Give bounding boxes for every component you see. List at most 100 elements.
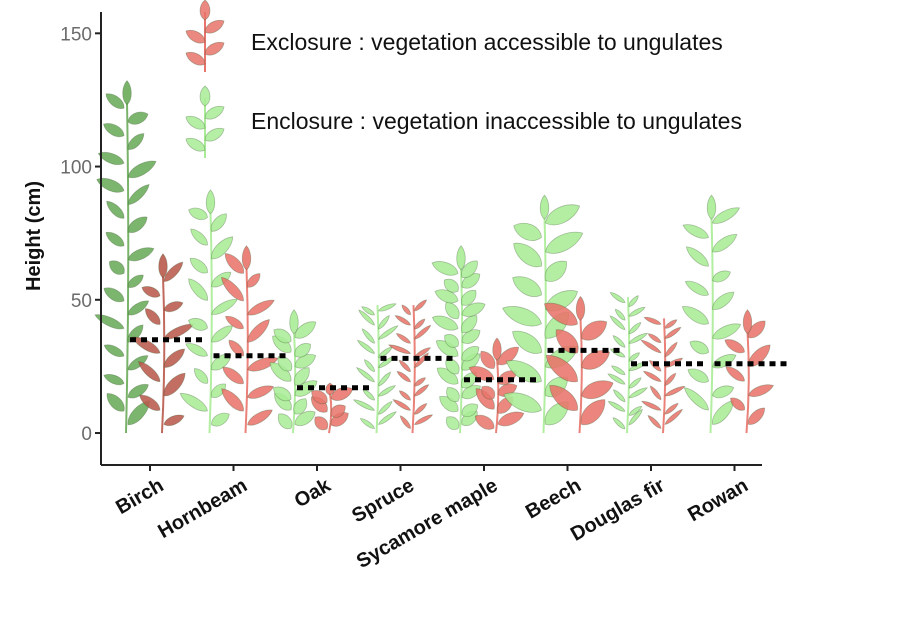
leaf-shape — [513, 242, 542, 268]
y-tick-label: 50 — [71, 291, 92, 312]
leaf-shape — [141, 286, 161, 298]
leaf-shape — [204, 19, 225, 34]
leaf-shape — [414, 384, 430, 397]
enclosure-plant — [179, 189, 238, 434]
leaf-shape — [225, 315, 244, 330]
leaf-shape — [163, 348, 186, 368]
leaf-shape — [189, 257, 208, 274]
leaf-shape — [246, 273, 261, 288]
leaf-shape — [185, 115, 206, 130]
leaf-shape — [247, 385, 275, 399]
leaf-shape — [289, 309, 299, 335]
leaf-shape — [127, 111, 149, 125]
leaf-shape — [272, 335, 292, 353]
leaf-shape — [748, 384, 774, 397]
leaf-shape — [127, 383, 149, 399]
leaf-shape — [460, 315, 478, 333]
leaf-shape — [685, 246, 709, 267]
leaf-shape — [544, 260, 567, 282]
x-tick-label: Birch — [112, 474, 167, 519]
leaf-shape — [137, 360, 161, 382]
enclosure-plant — [94, 80, 157, 434]
leaf-shape — [581, 380, 614, 400]
plant-stem — [542, 217, 547, 434]
legend: Exclosure : vegetation accessible to ung… — [185, 0, 742, 158]
leaf-shape — [612, 335, 626, 348]
leaf-shape — [211, 271, 232, 288]
leaf-shape — [431, 261, 459, 276]
leaf-shape — [241, 245, 252, 271]
leaf-shape — [640, 339, 662, 354]
leaf-shape — [456, 245, 466, 271]
leaf-shape — [190, 228, 208, 246]
leaf-shape — [503, 392, 542, 413]
leaf-shape — [127, 355, 149, 371]
leaf-shape — [163, 301, 184, 313]
leaf-shape — [581, 320, 608, 341]
leaf-shape — [269, 362, 292, 382]
leaf-shape — [748, 344, 771, 367]
leaf-shape — [643, 316, 662, 325]
leaf-shape — [185, 51, 206, 66]
leaf-shape — [222, 366, 244, 385]
leaf-shape — [497, 411, 525, 427]
plant-stem — [208, 211, 213, 434]
leaf-shape — [293, 367, 310, 386]
leaf-shape — [179, 393, 208, 412]
leaf-shape — [127, 216, 148, 233]
plant-stem — [745, 331, 750, 434]
leaf-shape — [628, 332, 649, 344]
leaf-shape — [724, 339, 745, 354]
leaf-shape — [205, 189, 216, 215]
leaf-shape — [106, 200, 125, 219]
leaf-shape — [377, 303, 397, 312]
leaf-shape — [505, 360, 542, 383]
plant-stem — [459, 267, 464, 434]
leaf-shape — [682, 224, 709, 239]
plant-stem — [125, 102, 130, 434]
leaf-shape — [575, 295, 586, 321]
plant-stem — [375, 305, 380, 434]
leaf-shape — [311, 390, 328, 405]
leaf-shape — [294, 343, 311, 358]
enclosure-plant — [352, 303, 399, 434]
leaf-shape — [377, 385, 397, 397]
plant-stem — [578, 318, 583, 434]
leaf-shape — [628, 405, 643, 416]
leaf-shape — [105, 231, 125, 247]
leaf-shape — [549, 385, 578, 411]
leaf-shape — [273, 328, 292, 344]
leaf-shape — [127, 247, 155, 262]
leaf-shape — [545, 231, 584, 254]
leaf-shape — [314, 416, 329, 431]
leaf-shape — [640, 400, 662, 411]
leaf-shape — [211, 298, 238, 315]
legend-label-exclosure: Exclosure : vegetation accessible to ung… — [251, 29, 723, 55]
leaf-shape — [712, 291, 735, 310]
leaf-shape — [204, 127, 225, 142]
leaf-shape — [211, 236, 234, 260]
x-tick-label: Beech — [522, 474, 585, 523]
leaf-shape — [204, 41, 225, 56]
leaf-shape — [395, 333, 412, 344]
leaf-shape — [730, 397, 745, 411]
leaf-shape — [628, 306, 646, 317]
leaf-shape — [378, 400, 393, 415]
leaf-shape — [609, 292, 626, 303]
leaf-shape — [399, 415, 411, 429]
leaf-shape — [414, 318, 426, 330]
exclosure-plant — [468, 337, 525, 434]
leaf-shape — [127, 133, 145, 150]
plant-stem — [411, 305, 416, 434]
y-tick-label: 0 — [81, 424, 92, 445]
leaf-shape — [712, 323, 742, 340]
leaf-shape — [103, 287, 125, 303]
leaf-shape — [139, 394, 161, 411]
plant-stem — [495, 358, 500, 434]
leaf-shape — [443, 278, 459, 293]
leaf-shape — [439, 395, 459, 413]
leaf-shape — [664, 386, 686, 397]
leaf-shape — [294, 353, 317, 369]
leaf-shape — [513, 222, 542, 241]
exclosure-plant — [311, 382, 354, 434]
